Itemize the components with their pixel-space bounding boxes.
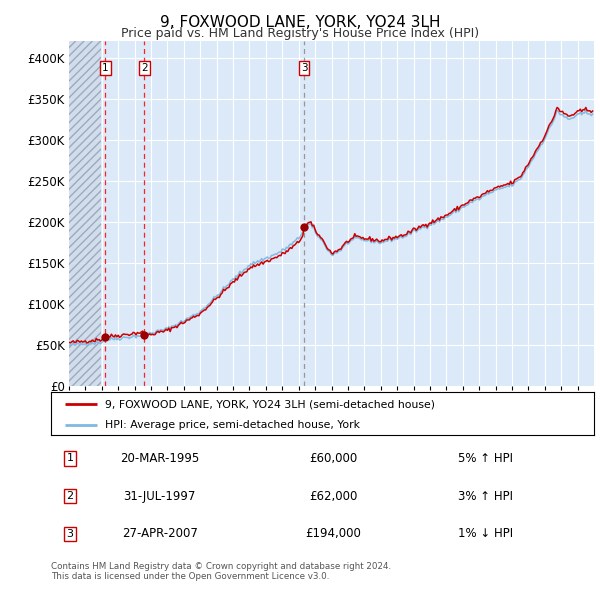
Text: HPI: Average price, semi-detached house, York: HPI: Average price, semi-detached house,… xyxy=(106,419,360,430)
Text: £62,000: £62,000 xyxy=(309,490,358,503)
Text: 3% ↑ HPI: 3% ↑ HPI xyxy=(458,490,513,503)
Text: 1: 1 xyxy=(102,63,109,73)
Bar xyxy=(69,41,101,386)
Text: 27-APR-2007: 27-APR-2007 xyxy=(122,527,197,540)
Text: 3: 3 xyxy=(301,63,307,73)
Text: 2: 2 xyxy=(67,491,74,501)
Text: £60,000: £60,000 xyxy=(309,452,358,465)
Text: £194,000: £194,000 xyxy=(305,527,361,540)
Text: 1% ↓ HPI: 1% ↓ HPI xyxy=(458,527,513,540)
Text: 31-JUL-1997: 31-JUL-1997 xyxy=(124,490,196,503)
Text: Price paid vs. HM Land Registry's House Price Index (HPI): Price paid vs. HM Land Registry's House … xyxy=(121,27,479,40)
Text: 9, FOXWOOD LANE, YORK, YO24 3LH (semi-detached house): 9, FOXWOOD LANE, YORK, YO24 3LH (semi-de… xyxy=(106,399,436,409)
Text: 2: 2 xyxy=(141,63,148,73)
Text: Contains HM Land Registry data © Crown copyright and database right 2024.
This d: Contains HM Land Registry data © Crown c… xyxy=(51,562,391,581)
Text: 20-MAR-1995: 20-MAR-1995 xyxy=(120,452,199,465)
Text: 1: 1 xyxy=(67,454,74,463)
Text: 3: 3 xyxy=(67,529,74,539)
Text: 9, FOXWOOD LANE, YORK, YO24 3LH: 9, FOXWOOD LANE, YORK, YO24 3LH xyxy=(160,15,440,30)
Text: 5% ↑ HPI: 5% ↑ HPI xyxy=(458,452,513,465)
